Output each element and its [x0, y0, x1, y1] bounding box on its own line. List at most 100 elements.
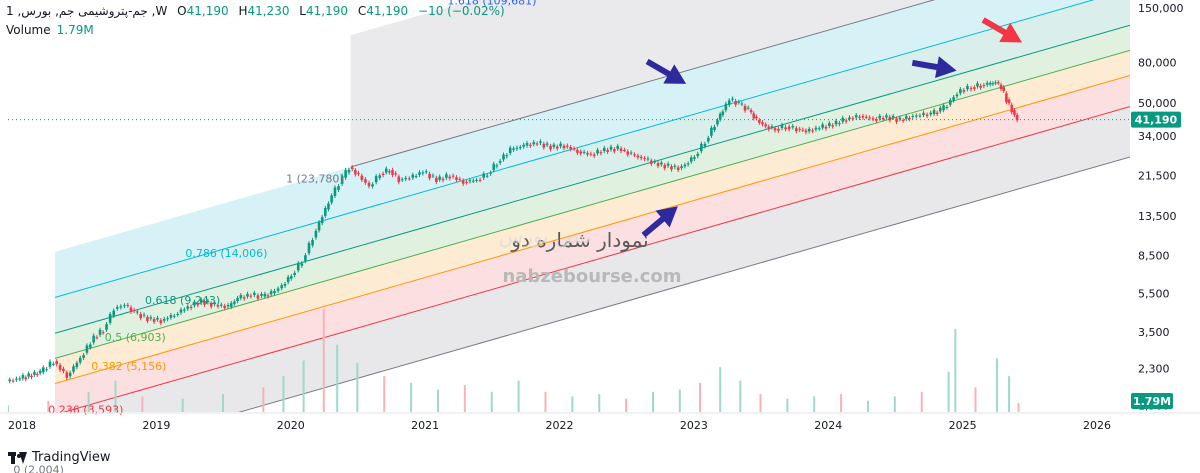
candle-body — [942, 105, 945, 111]
x-tick-label: 2022 — [545, 419, 573, 432]
close-value: 41,190 — [366, 4, 409, 18]
candle-body — [848, 117, 851, 120]
candle-body — [535, 143, 539, 145]
candle-body — [724, 103, 728, 111]
annotation-arrow-3 — [981, 17, 1023, 43]
volume-bar — [410, 382, 413, 412]
candle-body — [256, 295, 260, 299]
candle-body — [176, 314, 179, 316]
watermark-title: نمودار شماره دو — [510, 228, 648, 252]
volume-legend[interactable]: Volume 1.79M — [6, 23, 94, 37]
last-volume-badge — [1131, 393, 1173, 409]
volume-bar — [920, 391, 923, 412]
candle-body — [532, 142, 536, 145]
tradingview-footer[interactable]: TradingView — [8, 450, 111, 465]
candle-body — [414, 176, 418, 178]
candle-body — [424, 171, 428, 173]
candle-body — [455, 177, 458, 180]
candle-body — [979, 85, 982, 88]
candle-body — [922, 112, 925, 115]
last-price-label: 41,190 — [1135, 114, 1178, 127]
candle-body — [828, 122, 831, 127]
y-tick-label: 21,500 — [1138, 170, 1177, 183]
volume-bar — [974, 387, 977, 412]
candle-body — [552, 144, 556, 147]
candle-body — [296, 263, 300, 271]
candle-body — [522, 144, 525, 147]
candle-body — [758, 120, 761, 123]
candle-body — [360, 175, 364, 180]
candle-body — [159, 320, 163, 324]
candle-body — [92, 335, 95, 343]
x-tick-label: 2021 — [411, 419, 439, 432]
candle-body — [633, 154, 636, 156]
candle-body — [78, 357, 82, 363]
fib-level-line-1 — [62, 106, 1130, 412]
candle-body — [21, 374, 25, 379]
candle-body — [559, 143, 562, 147]
fib-level-label-5: 0.786 (14,006) — [185, 247, 267, 260]
symbol-name[interactable]: 1 ,جم-پتروشیمی جم, بورس ,W — [6, 4, 168, 18]
candle-body — [841, 117, 845, 122]
candle-body — [220, 304, 223, 306]
candle-body — [156, 317, 159, 320]
y-tick-label: 150,000 — [1138, 2, 1184, 15]
candle-body — [962, 90, 966, 92]
candle-body — [246, 293, 249, 297]
y-tick-label: 8,500 — [1138, 250, 1170, 263]
candle-body — [539, 141, 542, 143]
volume-bar — [719, 367, 722, 412]
candle-body — [609, 146, 613, 150]
volume-bar — [463, 385, 466, 412]
fib-level-line-0 — [238, 156, 1130, 412]
candle-body — [929, 112, 932, 115]
candle-body — [75, 362, 79, 368]
y-tick-label: 34,000 — [1138, 130, 1177, 143]
last-price-badge — [1131, 111, 1181, 128]
candle-body — [169, 315, 173, 318]
candle-body — [606, 149, 609, 152]
candle-body — [35, 374, 39, 376]
candle-body — [579, 151, 583, 154]
candle-body — [27, 373, 30, 377]
candle-body — [700, 143, 703, 152]
y-tick-label: 3,500 — [1138, 326, 1170, 339]
candle-body — [196, 304, 200, 306]
candle-body — [988, 83, 992, 85]
candle-body — [817, 128, 821, 130]
fib-level-line-6 — [350, 0, 936, 168]
volume-bar — [141, 396, 144, 412]
candle-body — [233, 301, 236, 304]
candle-body — [875, 119, 878, 121]
candle-body — [737, 101, 741, 103]
candle-body — [333, 187, 337, 196]
candle-body — [727, 100, 731, 105]
candle-body — [1013, 110, 1016, 115]
candle-body — [223, 305, 226, 308]
fib-band-3 — [55, 25, 1130, 359]
candle-body — [82, 355, 85, 358]
candle-body — [203, 301, 206, 305]
candle-body — [435, 177, 438, 182]
fib-level-line-4 — [54, 24, 1130, 334]
symbol-header: 1 ,جم-پتروشیمی جم, بورس ,W O41,190 H41,2… — [6, 4, 505, 18]
volume-bar — [786, 398, 789, 412]
candle-body — [350, 167, 354, 169]
candle-body — [512, 148, 515, 150]
candle-body — [183, 309, 186, 311]
candle-body — [545, 143, 549, 145]
candle-body — [314, 230, 318, 238]
candle-body — [68, 372, 72, 377]
candle-body — [330, 195, 333, 203]
open-label: O — [177, 4, 187, 18]
candle-body — [868, 117, 871, 119]
candle-body — [706, 137, 710, 142]
candle-body — [41, 367, 45, 373]
low-value: 41,190 — [305, 4, 348, 18]
low-label: L — [299, 4, 306, 18]
candle-body — [475, 179, 478, 181]
volume-bar — [8, 405, 9, 412]
candle-body — [98, 329, 102, 335]
volume-label: Volume — [6, 23, 51, 37]
